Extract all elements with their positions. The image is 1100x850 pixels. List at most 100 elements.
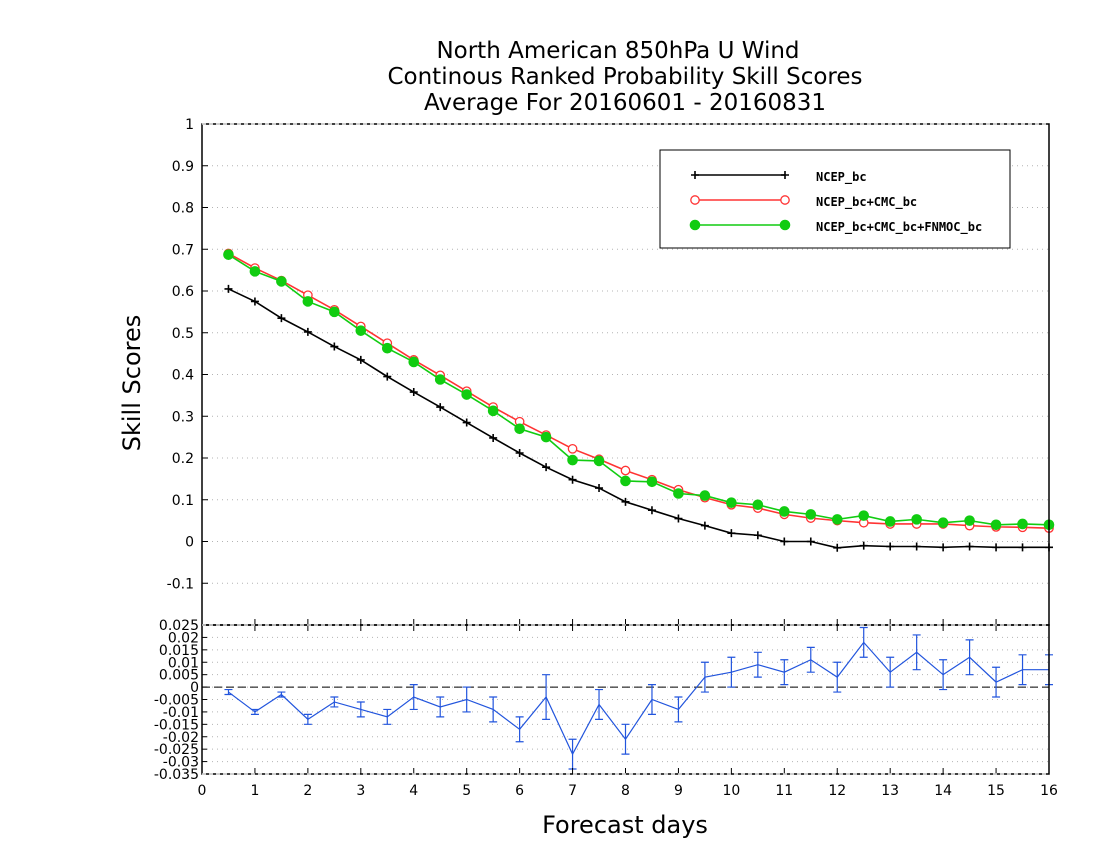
series-0-point bbox=[1018, 543, 1027, 552]
x-tick-label: 4 bbox=[409, 783, 418, 799]
series-2-point bbox=[726, 497, 737, 508]
series-line-2 bbox=[228, 254, 1050, 526]
series-2-point bbox=[249, 266, 261, 277]
series-2-point bbox=[673, 488, 684, 499]
series-2-point bbox=[1017, 518, 1028, 530]
x-tick-label: 10 bbox=[722, 783, 740, 799]
bottom-y-tick-label: -0.025 bbox=[154, 742, 199, 758]
series-0-point bbox=[780, 537, 789, 546]
series-0-point bbox=[277, 314, 286, 323]
difference-error-bar bbox=[700, 661, 709, 693]
chart-title-line-1: North American 850hPa U Wind bbox=[436, 38, 799, 64]
chart-title-line-2: Continous Ranked Probability Skill Score… bbox=[387, 64, 862, 90]
series-2-point bbox=[276, 276, 287, 287]
bottom-y-tick-label: 0.015 bbox=[159, 643, 199, 659]
top-y-tick-label: 0.9 bbox=[172, 159, 194, 175]
difference-error-bar bbox=[356, 701, 365, 718]
bottom-y-tick-label: -0.03 bbox=[163, 755, 199, 771]
top-y-tick-label: 0.2 bbox=[172, 451, 194, 467]
difference-error-bar bbox=[224, 688, 233, 696]
bottom-y-tick-label: 0.025 bbox=[159, 618, 199, 634]
series-1-point bbox=[620, 465, 631, 476]
series-0-point bbox=[833, 543, 842, 552]
bottom-y-tick-label: 0.005 bbox=[159, 668, 199, 684]
bottom-y-tick-label: 0.01 bbox=[168, 655, 199, 671]
series-2-point bbox=[911, 514, 922, 525]
difference-error-bar bbox=[277, 691, 286, 698]
series-0-point bbox=[356, 355, 365, 364]
bottom-y-tick-label: -0.005 bbox=[154, 693, 199, 709]
x-tick-label: 0 bbox=[198, 783, 207, 799]
difference-error-bar bbox=[886, 656, 895, 688]
difference-error-bar bbox=[939, 659, 948, 691]
difference-error-bar bbox=[542, 674, 551, 720]
legend-label-ncep-cmc-fnmoc: NCEP_bc+CMC_bc+FNMOC_bc bbox=[816, 220, 982, 235]
series-2-point bbox=[223, 249, 234, 260]
series-2-point bbox=[408, 356, 420, 368]
series-2-point bbox=[858, 510, 870, 521]
difference-error-bar bbox=[992, 666, 1001, 698]
series-2-point bbox=[302, 296, 314, 307]
series-1-point bbox=[567, 443, 578, 454]
difference-error-bar bbox=[303, 713, 312, 725]
x-tick-label: 5 bbox=[462, 783, 471, 799]
series-2-point bbox=[593, 455, 605, 467]
difference-error-bar bbox=[621, 723, 630, 755]
series-2-point bbox=[990, 519, 1002, 531]
difference-error-bar bbox=[859, 626, 868, 658]
series-2-point bbox=[514, 423, 525, 435]
series-0-point bbox=[568, 475, 577, 484]
top-y-tick-label: 0.6 bbox=[172, 284, 194, 300]
series-0-point bbox=[753, 531, 762, 540]
series-0-point bbox=[303, 327, 312, 336]
x-tick-label: 9 bbox=[674, 783, 683, 799]
x-tick-label: 8 bbox=[621, 783, 630, 799]
series-2-point bbox=[964, 515, 975, 526]
top-y-tick-label: 0.4 bbox=[172, 368, 194, 384]
top-y-tick-label: 0.1 bbox=[172, 493, 194, 509]
x-tick-label: 14 bbox=[934, 783, 952, 799]
difference-error-bar bbox=[912, 634, 921, 671]
top-y-tick-label: 0 bbox=[185, 535, 194, 551]
difference-error-bar bbox=[383, 708, 392, 725]
x-tick-label: 11 bbox=[775, 783, 793, 799]
legend-marker-0 bbox=[691, 171, 699, 179]
x-tick-label: 16 bbox=[1040, 783, 1058, 799]
top-y-tick-label: 0.8 bbox=[172, 201, 194, 217]
difference-error-bar bbox=[753, 651, 762, 678]
series-0-point bbox=[462, 418, 471, 427]
difference-error-bar bbox=[674, 696, 683, 723]
series-0-point bbox=[912, 542, 921, 551]
series-2-point bbox=[646, 476, 658, 488]
x-tick-label: 2 bbox=[303, 783, 312, 799]
series-2-point bbox=[461, 389, 472, 400]
series-2-point bbox=[884, 516, 896, 527]
x-tick-label: 3 bbox=[356, 783, 365, 799]
x-tick-label: 1 bbox=[250, 783, 259, 799]
difference-error-bar bbox=[780, 659, 789, 686]
series-0-point bbox=[330, 342, 339, 351]
top-y-tick-label: 1 bbox=[185, 117, 194, 133]
series-0-point bbox=[939, 543, 948, 552]
series-0-point bbox=[727, 529, 736, 538]
legend: NCEP_bc NCEP_bc+CMC_bc NCEP_bc+CMC_bc+FN… bbox=[659, 149, 1011, 249]
legend-label-ncep-bc: NCEP_bc bbox=[816, 170, 867, 185]
chart-title-line-3: Average For 20160601 - 20160831 bbox=[424, 90, 826, 116]
series-0-point bbox=[806, 537, 815, 546]
series-0-point bbox=[250, 297, 259, 306]
series-2-point bbox=[620, 475, 631, 487]
series-2-point bbox=[779, 506, 790, 517]
legend-marker-2 bbox=[779, 219, 791, 231]
series-line-0 bbox=[228, 288, 1049, 549]
series-2-point bbox=[831, 514, 843, 525]
difference-error-bar bbox=[1018, 654, 1027, 686]
series-0-point bbox=[992, 543, 1001, 552]
series-2-point bbox=[434, 374, 446, 385]
bottom-y-tick-label: -0.035 bbox=[154, 767, 199, 783]
difference-error-bar bbox=[806, 646, 815, 673]
difference-error-bar bbox=[489, 696, 498, 723]
x-tick-label: 13 bbox=[881, 783, 899, 799]
difference-line bbox=[228, 641, 1049, 756]
top-y-tick-label: 0.5 bbox=[172, 326, 194, 342]
